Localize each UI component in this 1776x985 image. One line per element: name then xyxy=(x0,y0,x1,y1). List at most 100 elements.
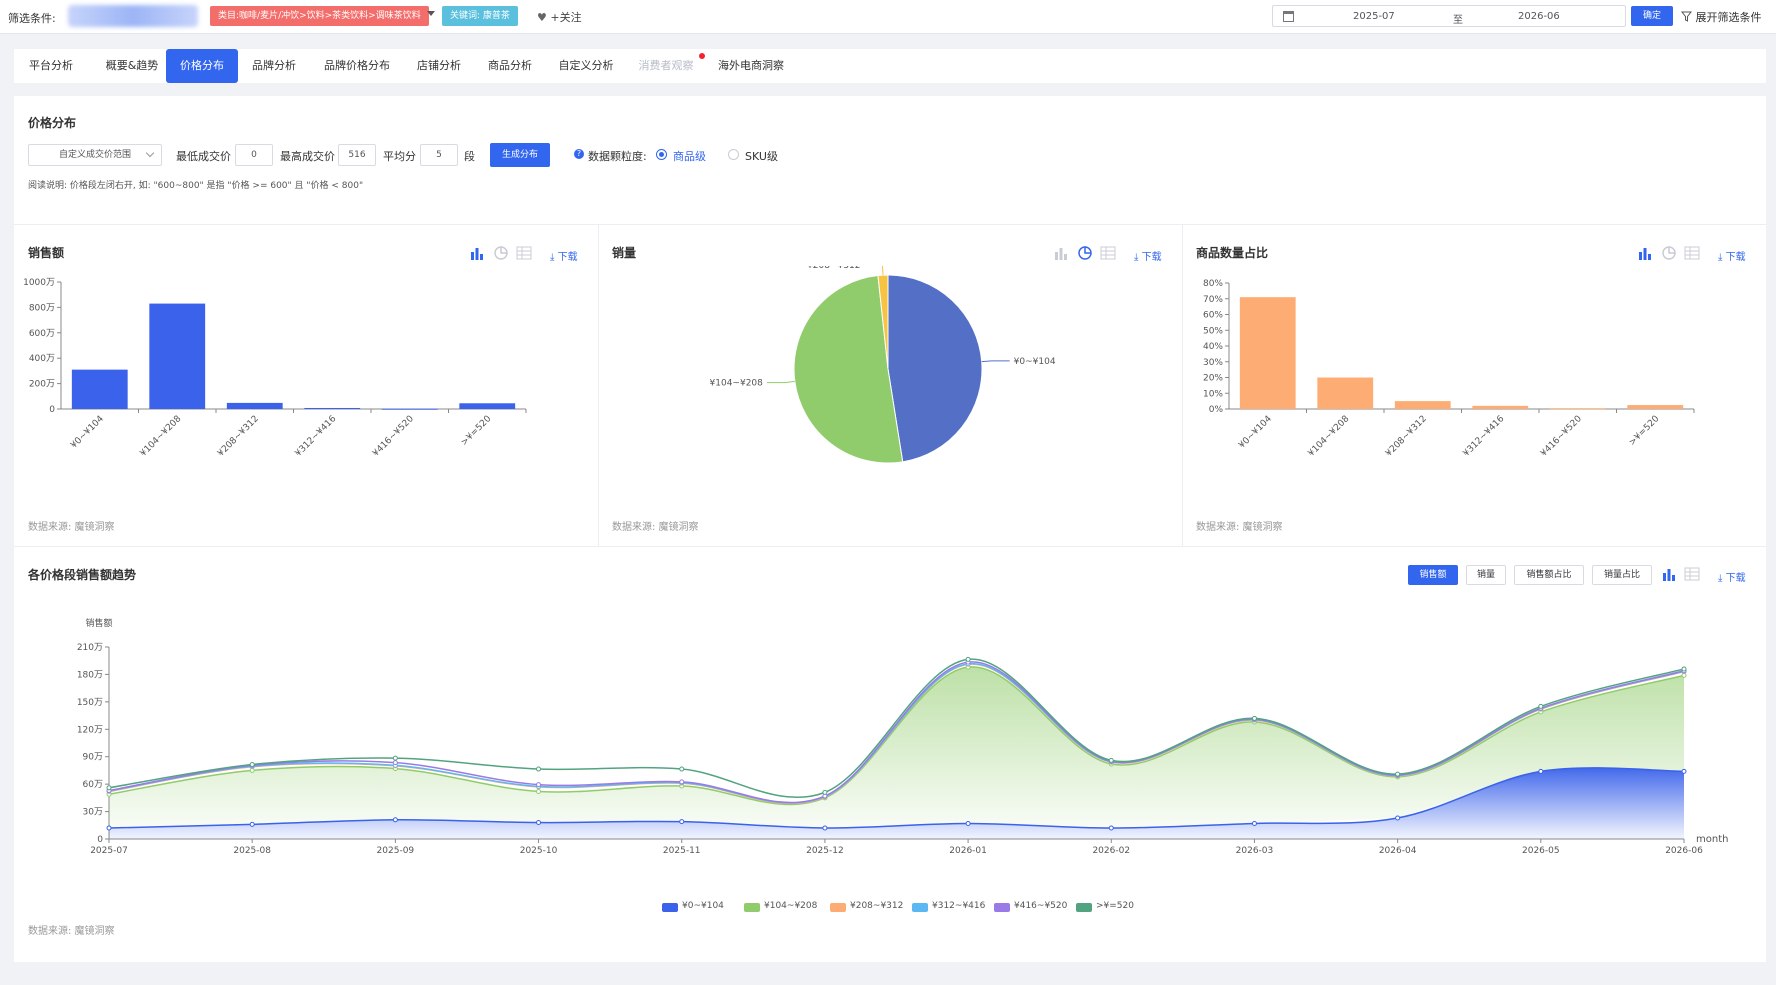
date-range-picker[interactable]: 2025-07 至 2026-06 xyxy=(1272,5,1626,27)
table-icon[interactable] xyxy=(1684,246,1700,260)
bar-chart-icon[interactable] xyxy=(1054,246,1068,260)
sales-volume-pie-chart: ¥0~¥104 ¥104~¥208 ¥208~¥312 xyxy=(710,266,1056,464)
x-tick-label: 2026-03 xyxy=(1236,846,1274,856)
tab-consumer[interactable]: 消费者观察 xyxy=(638,59,694,72)
data-point xyxy=(1538,703,1544,709)
x-tick-label: ¥416~¥520 xyxy=(371,414,416,459)
pie-slice xyxy=(877,274,889,370)
pie-chart-icon[interactable] xyxy=(1078,246,1092,260)
min-price-input[interactable]: 0 xyxy=(235,144,273,166)
table-icon[interactable] xyxy=(516,246,532,260)
tab-brand-price[interactable]: 品牌价格分布 xyxy=(324,59,390,72)
date-from: 2025-07 xyxy=(1353,11,1395,22)
tab-custom[interactable]: 自定义分析 xyxy=(558,59,614,72)
tab-platform[interactable]: 平台分析 xyxy=(29,59,73,72)
generate-button[interactable]: 生成分布 xyxy=(490,143,550,167)
y-tick-label: 0% xyxy=(1209,405,1224,415)
x-tick-label: ¥312~¥416 xyxy=(1462,414,1507,459)
y-tick-label: 80% xyxy=(1203,279,1223,289)
tab-price[interactable]: 价格分布 xyxy=(166,49,238,83)
filter-bar: 筛选条件: 类目:咖啡/麦片/冲饮>饮料>茶类饮料>调味茶饮料 关键词: 康普茶… xyxy=(0,0,1776,34)
analysis-tabs: 平台分析 概要&趋势 价格分布 品牌分析 品牌价格分布 店铺分析 商品分析 自定… xyxy=(14,49,1766,83)
expand-filter-label: 展开筛选条件 xyxy=(1695,11,1762,24)
follow-button[interactable]: ♥ +关注 xyxy=(537,9,582,25)
x-tick-label: 2026-06 xyxy=(1665,846,1703,856)
radio-sku-level[interactable] xyxy=(728,149,739,160)
tab-overseas[interactable]: 海外电商洞察 xyxy=(718,59,784,72)
tab-brand[interactable]: 品牌分析 xyxy=(252,59,296,72)
bar xyxy=(1317,377,1374,409)
table-icon[interactable] xyxy=(1100,246,1116,260)
pie-chart-icon[interactable] xyxy=(494,246,508,260)
download-icon: ⤓ xyxy=(550,252,555,263)
metric-volume-button[interactable]: 销量 xyxy=(1466,565,1506,585)
pie-label: ¥104~¥208 xyxy=(710,379,764,389)
download-button[interactable]: ⤓ 下载 xyxy=(1718,569,1746,584)
pie-chart-icon[interactable] xyxy=(1662,246,1676,260)
metric-volume-share-button[interactable]: 销量占比 xyxy=(1592,565,1652,585)
series-line xyxy=(108,658,1685,798)
chevron-down-icon xyxy=(145,148,155,158)
bar-chart-icon[interactable] xyxy=(470,246,484,260)
calendar-icon xyxy=(1283,11,1294,22)
y-tick-label: 30% xyxy=(1203,358,1223,368)
data-point xyxy=(536,788,542,794)
download-icon: ⤓ xyxy=(1718,252,1723,263)
data-point xyxy=(822,825,828,831)
notification-dot xyxy=(699,53,705,59)
y-axis-label: 销售额 xyxy=(85,617,112,629)
bar xyxy=(381,408,438,410)
product-count-share-bar-chart: 0% 10% 20% 30% 40% 50% 60% 70% 80% ¥0~¥104 ¥104~¥2… xyxy=(1203,279,1695,459)
y-tick-label: 70% xyxy=(1203,295,1223,305)
download-icon: ⤓ xyxy=(1134,252,1139,263)
tab-product[interactable]: 商品分析 xyxy=(488,59,532,72)
max-price-label: 最高成交价 xyxy=(280,150,335,163)
table-icon[interactable] xyxy=(1684,567,1700,581)
x-tick-label: ¥104~¥208 xyxy=(139,414,184,459)
data-source: 数据来源: 魔镜洞察 xyxy=(28,926,115,937)
bar xyxy=(1239,297,1296,409)
radio-product-level[interactable] xyxy=(656,149,667,160)
metric-sales-amount-button[interactable]: 销售额 xyxy=(1408,565,1458,585)
price-range-select[interactable]: 自定义成交价范围 xyxy=(28,144,162,166)
bar xyxy=(1627,405,1684,409)
x-tick-label: 2025-09 xyxy=(377,846,415,856)
section-title: 价格分布 xyxy=(28,116,77,130)
bar-chart-icon[interactable] xyxy=(1638,246,1652,260)
y-tick-label: 10% xyxy=(1203,389,1223,399)
bar-chart-icon[interactable] xyxy=(1662,567,1676,581)
max-price-input[interactable]: 516 xyxy=(338,144,376,166)
data-point xyxy=(965,820,971,826)
download-button[interactable]: ⤓ 下载 xyxy=(550,248,578,263)
x-axis-label: month xyxy=(1696,834,1728,845)
keyword-tag[interactable]: 关键词: 康普茶 xyxy=(442,6,518,26)
segment-count-input[interactable]: 5 xyxy=(420,144,458,166)
tab-store[interactable]: 店铺分析 xyxy=(417,59,461,72)
expand-filter-button[interactable]: 展开筛选条件 xyxy=(1680,9,1762,25)
y-tick-label: 400万 xyxy=(29,354,55,364)
data-source: 数据来源: 魔镜洞察 xyxy=(28,522,115,533)
chevron-down-icon[interactable] xyxy=(427,11,435,16)
x-tick-label: >¥=520 xyxy=(459,414,493,448)
y-tick-label: 0 xyxy=(49,405,55,415)
confirm-button[interactable]: 确定 xyxy=(1631,6,1673,26)
heart-icon: ♥ xyxy=(537,11,547,24)
data-point xyxy=(106,785,112,791)
tab-overview[interactable]: 概要&趋势 xyxy=(105,59,159,72)
y-tick-label: 20% xyxy=(1203,374,1223,384)
download-button[interactable]: ⤓ 下载 xyxy=(1134,248,1162,263)
data-point xyxy=(679,779,685,785)
data-point xyxy=(965,656,971,662)
legend-label: ¥312~¥416 xyxy=(932,901,986,911)
category-tag[interactable]: 类目:咖啡/麦片/冲饮>饮料>茶类饮料>调味茶饮料 xyxy=(210,6,429,26)
data-point xyxy=(679,819,685,825)
x-tick-label: 2025-10 xyxy=(520,846,558,856)
date-to: 2026-06 xyxy=(1518,11,1560,22)
metric-amount-share-button[interactable]: 销售额占比 xyxy=(1514,565,1584,585)
x-tick-label: 2026-04 xyxy=(1379,846,1417,856)
divider xyxy=(14,546,1766,547)
blurred-filter-chip[interactable] xyxy=(68,5,198,27)
help-icon[interactable]: ? xyxy=(574,149,584,159)
download-button[interactable]: ⤓ 下载 xyxy=(1718,248,1746,263)
data-point xyxy=(536,820,542,826)
